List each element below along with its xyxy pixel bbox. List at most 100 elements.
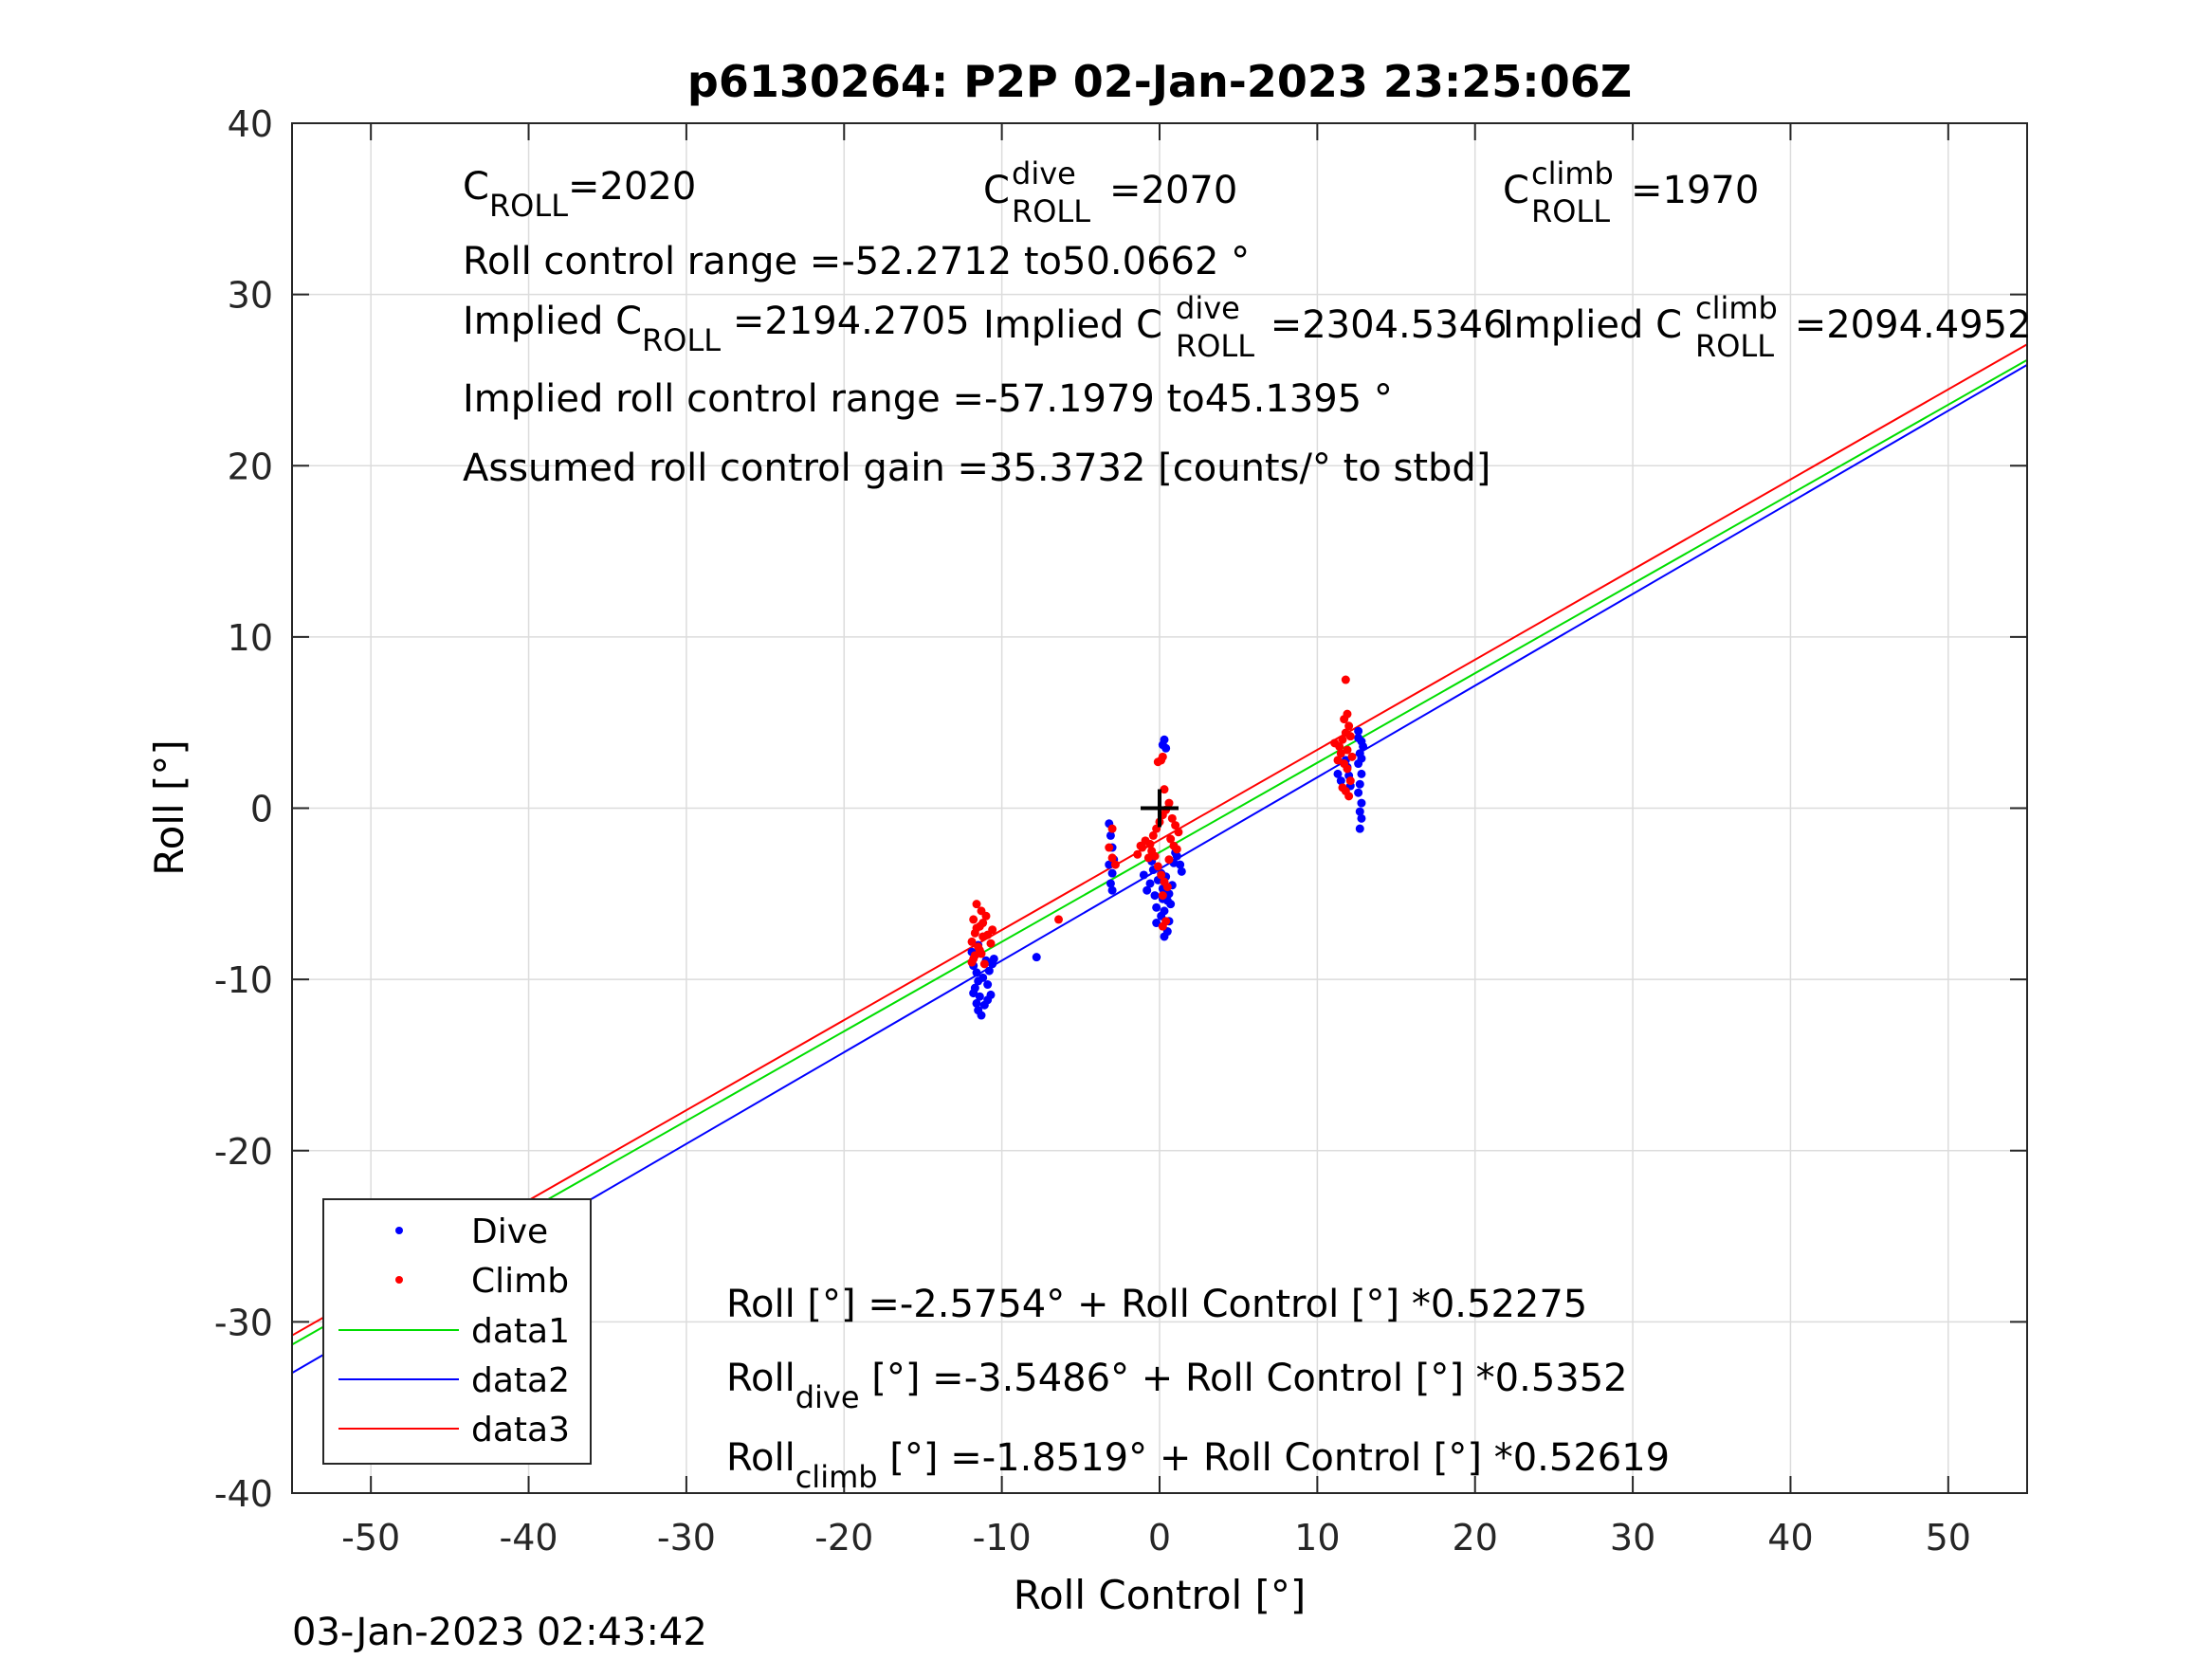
y-tick-label: 10 (228, 617, 273, 659)
dive-points (967, 726, 1368, 1020)
legend-box (322, 1198, 592, 1465)
climb-point (1164, 798, 1174, 808)
dive-point (1355, 779, 1364, 789)
climb-point (1338, 735, 1347, 744)
x-tick-label: 0 (1148, 1517, 1171, 1559)
data3-fit-line (291, 343, 2028, 1337)
implied-roll-control-range: Implied roll control range =-57.1979 to4… (463, 377, 1393, 421)
climb-point (1162, 883, 1172, 892)
dive-point (975, 992, 984, 1001)
dive-point (1150, 891, 1160, 901)
legend-climb-label: Climb (471, 1262, 569, 1301)
dive-point (1160, 932, 1169, 941)
climb-point (1341, 675, 1350, 684)
timestamp: 03-Jan-2023 02:43:42 (292, 1611, 707, 1654)
y-tick-label: -10 (214, 959, 273, 1001)
climb-point (1147, 847, 1157, 856)
roll-control-range: Roll control range =-52.2712 to50.0662 ° (463, 240, 1250, 283)
dive-point (1139, 870, 1148, 880)
c-roll-dive-annotation: Cdive ROLL =2070 (983, 155, 1237, 229)
x-tick-label: 40 (1767, 1517, 1813, 1559)
y-tick-label: -40 (214, 1473, 273, 1515)
dive-point (1106, 830, 1115, 840)
legend-dive-marker (395, 1227, 403, 1234)
x-tick-label: -10 (973, 1517, 1032, 1559)
climb-point (1148, 830, 1158, 840)
legend-data1-label: data1 (471, 1312, 570, 1351)
legend-data2-label: data2 (471, 1361, 570, 1400)
climb-point (1344, 721, 1354, 731)
dive-point (1032, 953, 1041, 962)
climb-point (1167, 813, 1177, 823)
climb-point (1172, 845, 1181, 854)
climb-point (1145, 839, 1155, 848)
climb-point (981, 911, 991, 921)
climb-point (1336, 749, 1345, 758)
dive-point (1107, 885, 1117, 895)
climb-point (1143, 853, 1153, 863)
climb-point (1158, 752, 1167, 761)
climb-point (1333, 756, 1343, 765)
x-tick-label: 10 (1294, 1517, 1340, 1559)
fit-equation-dive: Rolldive [°] =-3.5486° + Roll Control [°… (726, 1357, 1628, 1415)
dive-point (1152, 902, 1161, 912)
y-tick-label: -20 (214, 1131, 273, 1173)
climb-point (967, 957, 977, 967)
dive-point (1143, 885, 1152, 895)
climb-point (1164, 855, 1174, 865)
climb-point (972, 923, 981, 933)
legend-climb-marker (395, 1276, 403, 1284)
dive-point (1160, 906, 1169, 916)
climb-point (1157, 870, 1166, 880)
climb-point (972, 900, 981, 909)
dive-point (978, 973, 988, 982)
x-tick-labels: -50 -40 -30 -20 -10 0 10 20 30 40 50 (341, 1517, 1971, 1559)
dive-point (1161, 743, 1171, 753)
legend-data3-label: data3 (471, 1411, 570, 1449)
climb-point (1158, 921, 1167, 931)
x-tick-label: -40 (500, 1517, 558, 1559)
x-tick-label: 20 (1453, 1517, 1498, 1559)
climb-point (979, 959, 989, 969)
dive-point (1354, 733, 1363, 742)
dive-point (1106, 879, 1115, 888)
climb-point (1136, 841, 1145, 850)
x-tick-label: -20 (814, 1517, 873, 1559)
climb-point (1107, 853, 1117, 863)
climb-point (967, 937, 977, 946)
dive-point (1355, 824, 1364, 833)
x-tick-label: -50 (341, 1517, 400, 1559)
x-tick-label: 50 (1926, 1517, 1971, 1559)
fit-equation-all: Roll [°] =-2.5754° + Roll Control [°] *0… (726, 1283, 1587, 1326)
dive-point (1357, 813, 1366, 823)
climb-point (1107, 824, 1117, 833)
y-axis-label: Roll [°] (146, 739, 192, 875)
dive-point (983, 980, 993, 990)
dive-point (1107, 868, 1117, 878)
dive-point (983, 995, 993, 1005)
fit-equation-climb: Rollclimb [°] =-1.8519° + Roll Control [… (726, 1436, 1670, 1495)
y-tick-label: 0 (250, 789, 273, 830)
climb-point (970, 951, 979, 960)
climb-point (1338, 783, 1347, 793)
climb-point (978, 919, 988, 928)
legend: Dive Climb data1 data2 data3 (322, 1198, 592, 1465)
chart-title: p6130264: P2P 02-Jan-2023 23:25:06Z (687, 56, 1632, 107)
dive-point (1145, 879, 1155, 888)
y-tick-label: -30 (214, 1302, 273, 1343)
climb-point (1166, 834, 1176, 844)
y-tick-label: 20 (228, 446, 273, 487)
c-roll-climb-annotation: Cclimb ROLL =1970 (1503, 155, 1759, 229)
dive-point (1359, 741, 1368, 751)
assumed-roll-control-gain: Assumed roll control gain =35.3732 [coun… (463, 447, 1490, 490)
y-tick-labels: -40 -30 -20 -10 0 10 20 30 40 (214, 103, 273, 1515)
climb-point (1345, 732, 1355, 741)
climb-point (1105, 843, 1114, 852)
legend-dive-label: Dive (471, 1212, 548, 1251)
climb-point (986, 939, 996, 948)
origin-marker (1141, 789, 1179, 828)
climb-point (1133, 849, 1143, 859)
